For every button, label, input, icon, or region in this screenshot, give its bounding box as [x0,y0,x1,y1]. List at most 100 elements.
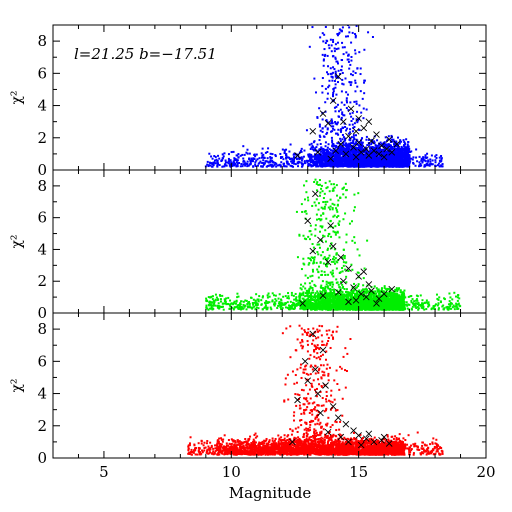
data-point [347,291,350,294]
data-point [239,165,242,168]
data-point [344,125,347,128]
cross-marker [334,73,342,80]
data-point [340,90,343,93]
data-point [398,163,401,166]
data-point [211,165,214,168]
data-point [368,147,371,150]
y-tick-label: 0 [37,161,47,179]
data-point [262,159,265,162]
data-point [294,153,297,156]
data-point [323,135,326,138]
data-point [308,158,311,161]
data-point [330,44,333,47]
data-point [336,81,339,84]
data-point [379,155,382,158]
data-point [340,128,343,131]
cross-marker [378,142,385,150]
data-point [321,161,324,164]
data-point [312,141,315,144]
data-point [341,71,344,74]
data-point [436,164,439,167]
data-point [388,151,391,154]
data-point [343,159,346,162]
data-point [324,163,327,166]
data-point [269,157,272,160]
data-point [335,154,338,157]
data-point [300,156,303,159]
data-point [269,163,272,166]
data-point [385,143,388,146]
data-point [345,129,348,132]
data-point [403,156,406,159]
data-point [310,157,313,160]
data-point [333,155,336,158]
data-point [399,155,402,158]
data-point [236,162,239,165]
data-point [430,154,433,157]
data-point [389,141,392,144]
data-point [360,143,363,146]
data-point [224,164,227,167]
data-point [228,164,231,167]
data-point [384,160,387,163]
data-point [352,134,355,137]
data-point [396,159,399,162]
data-point [323,291,326,294]
data-point [345,91,348,94]
data-point [354,158,357,161]
data-point [310,146,313,149]
data-point [342,153,345,156]
data-point [398,155,401,158]
data-point [418,165,421,168]
data-point [317,153,320,156]
data-point [338,148,341,151]
data-point [310,142,313,145]
data-point [327,292,330,295]
data-point [319,165,322,168]
data-point [398,141,401,144]
data-point [356,121,359,124]
data-point [356,85,359,88]
data-point [316,143,319,146]
data-point [297,154,300,157]
data-point [229,165,232,168]
data-point [322,58,325,61]
data-point [256,158,259,161]
data-point [324,87,327,90]
data-point [336,103,339,106]
data-point [407,158,410,161]
data-point [315,155,318,158]
data-point [346,147,349,150]
data-point [372,151,375,154]
data-point [352,117,355,120]
data-point [332,88,335,91]
data-point [336,297,339,300]
data-point [213,159,216,162]
data-point [372,158,375,161]
data-point [271,159,274,162]
data-point [381,161,384,164]
data-point [331,158,334,161]
data-point [434,155,437,158]
data-point [399,153,402,156]
data-point [364,146,367,149]
cross-marker [370,147,378,154]
data-point [331,139,334,142]
data-point [252,165,255,168]
data-point [379,141,382,144]
data-point [209,164,212,167]
data-point [362,158,365,161]
data-point [319,158,322,161]
data-point [340,65,343,68]
data-point [434,164,437,167]
data-point [343,149,346,152]
data-point [360,289,363,292]
data-point [379,157,382,160]
data-point [301,163,304,166]
data-point [353,138,356,141]
data-point [263,156,266,159]
data-point [324,145,327,148]
data-point [315,295,318,298]
data-point [409,160,412,163]
